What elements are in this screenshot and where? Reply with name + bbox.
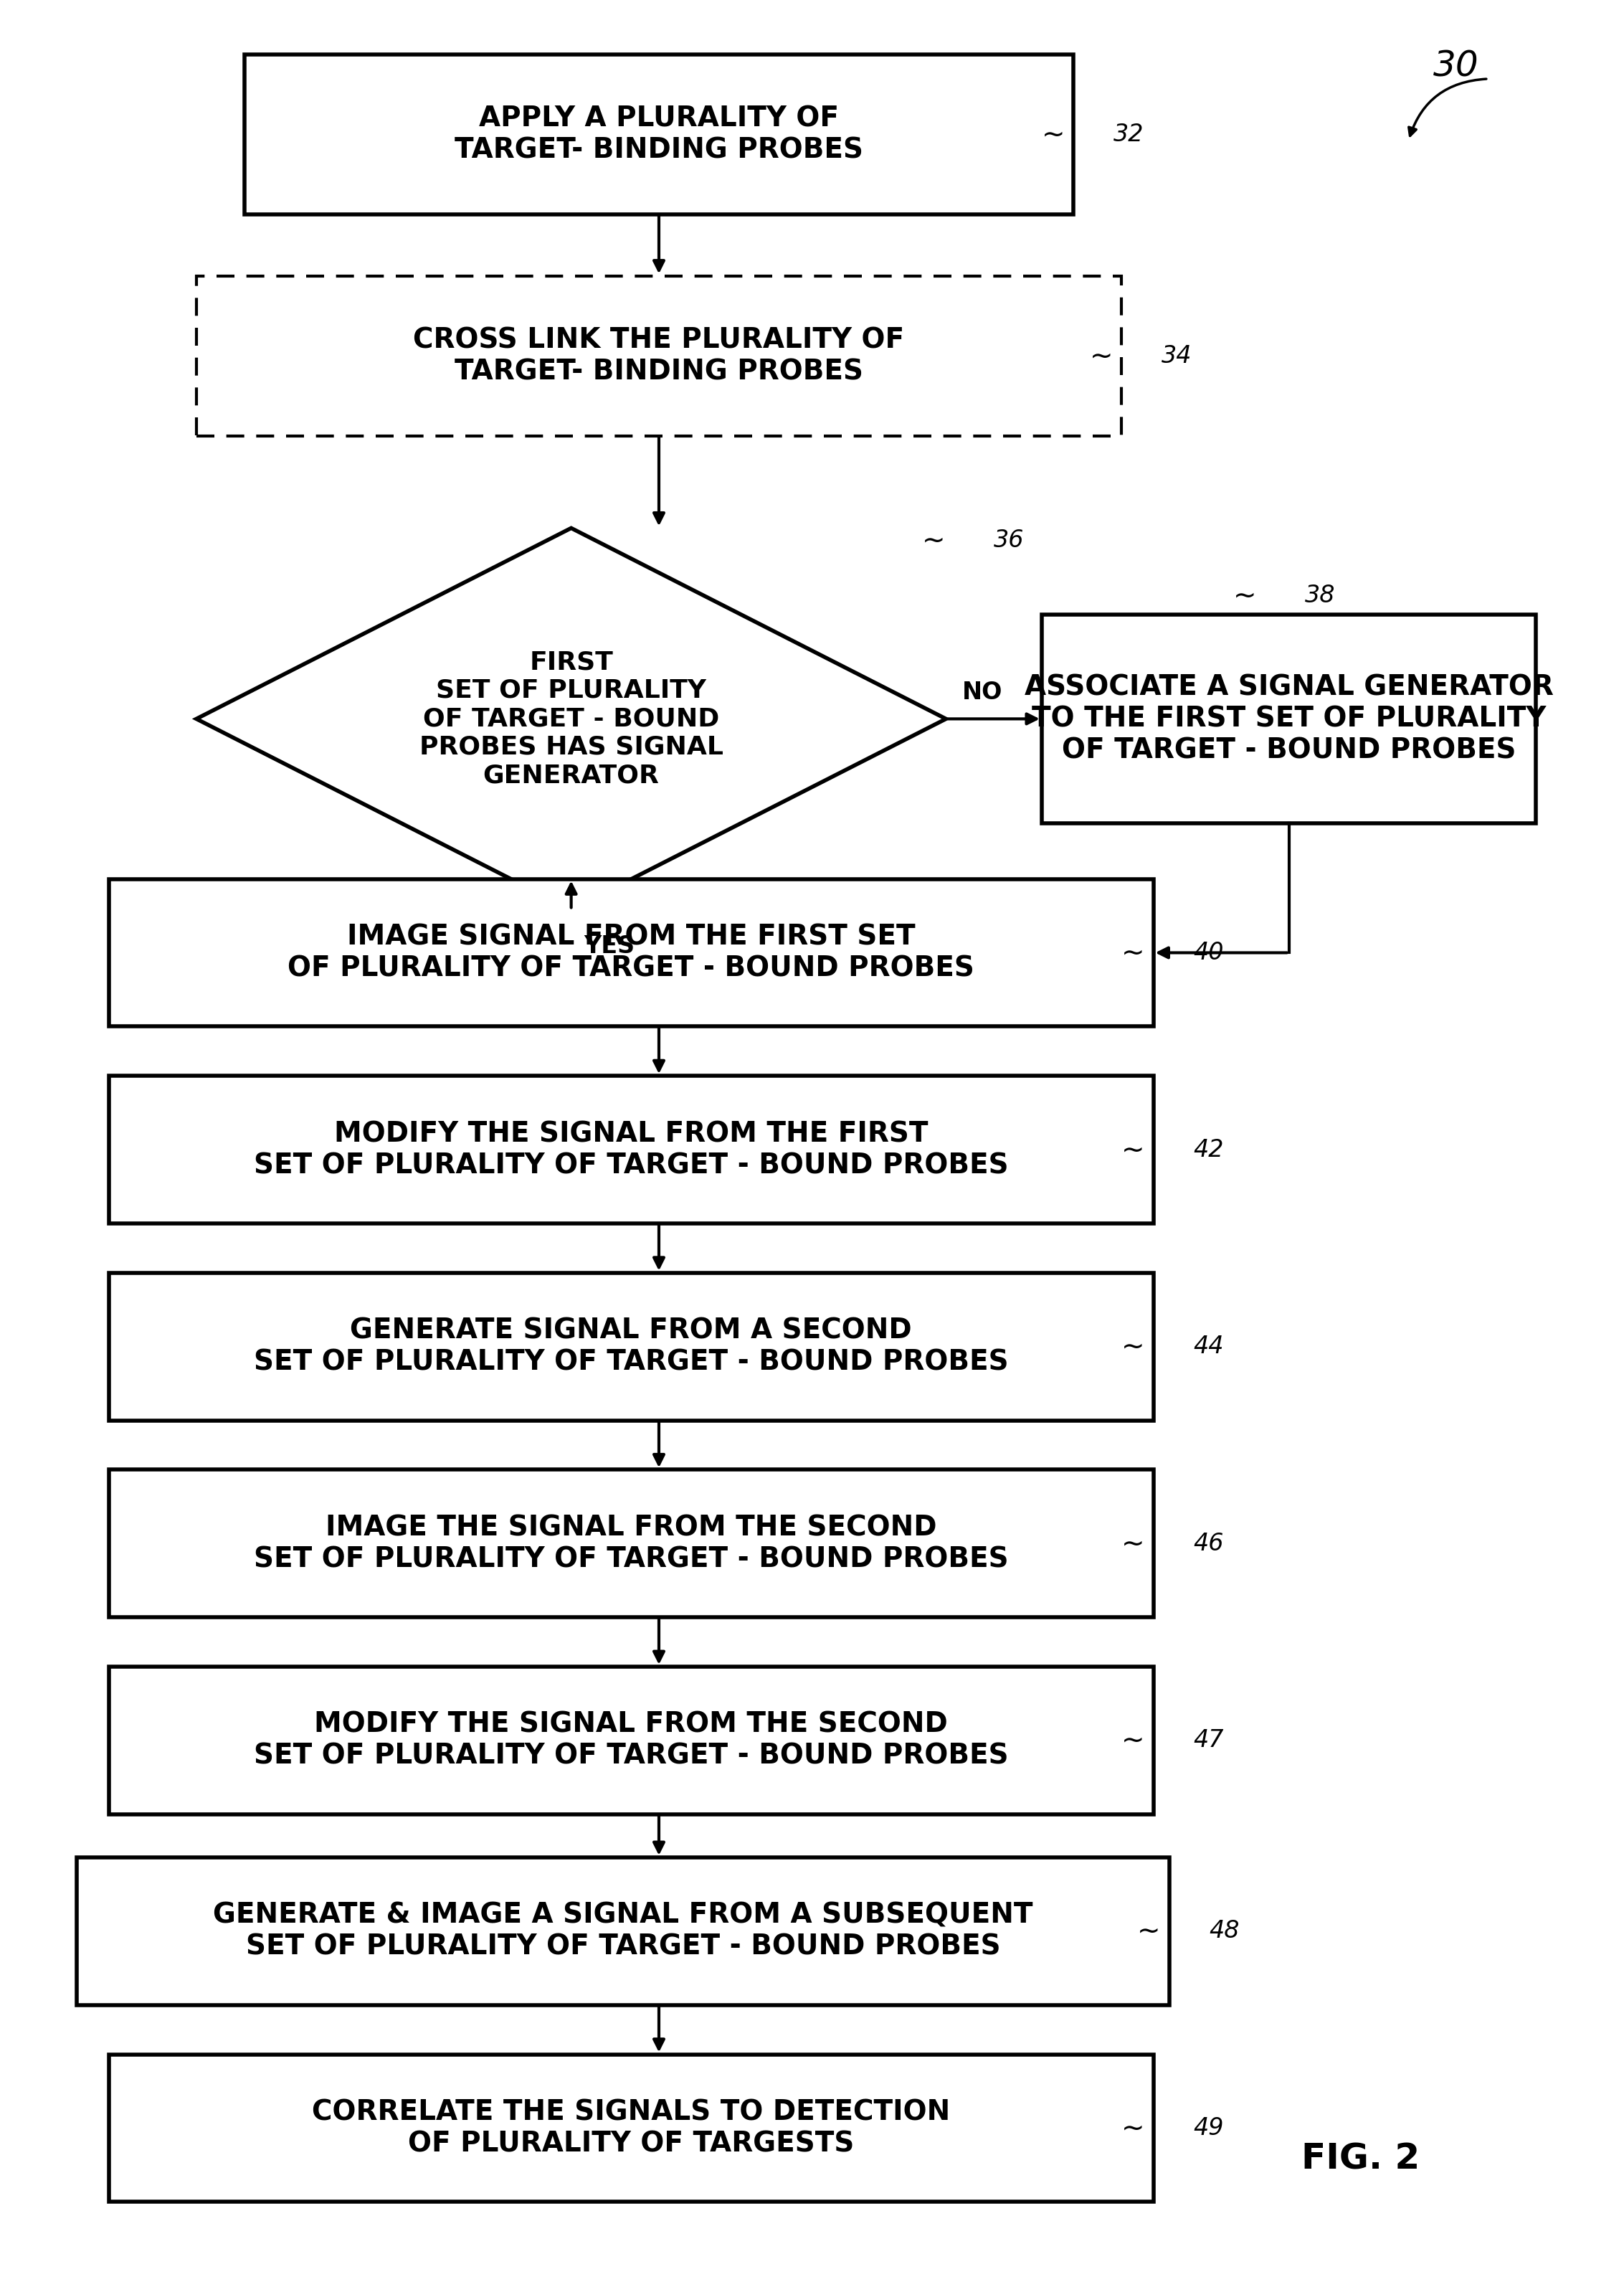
Text: CROSS LINK THE PLURALITY OF
TARGET- BINDING PROBES: CROSS LINK THE PLURALITY OF TARGET- BIND… <box>412 327 905 384</box>
Bar <box>109 878 1153 1027</box>
Text: IMAGE THE SIGNAL FROM THE SECOND
SET OF PLURALITY OF TARGET - BOUND PROBES: IMAGE THE SIGNAL FROM THE SECOND SET OF … <box>253 1514 1009 1573</box>
Text: MODIFY THE SIGNAL FROM THE FIRST
SET OF PLURALITY OF TARGET - BOUND PROBES: MODIFY THE SIGNAL FROM THE FIRST SET OF … <box>253 1121 1009 1180</box>
Text: CORRELATE THE SIGNALS TO DETECTION
OF PLURALITY OF TARGESTS: CORRELATE THE SIGNALS TO DETECTION OF PL… <box>312 2099 950 2157</box>
Bar <box>109 1075 1153 1224</box>
Text: 38: 38 <box>1304 583 1335 608</box>
Bar <box>109 2054 1153 2202</box>
Text: MODIFY THE SIGNAL FROM THE SECOND
SET OF PLURALITY OF TARGET - BOUND PROBES: MODIFY THE SIGNAL FROM THE SECOND SET OF… <box>253 1711 1009 1770</box>
Text: 46: 46 <box>1194 1532 1223 1555</box>
Text: ∼: ∼ <box>1041 121 1065 149</box>
Text: 30: 30 <box>1434 50 1479 85</box>
Bar <box>1041 615 1536 823</box>
Text: ∼: ∼ <box>1122 940 1145 967</box>
Text: 36: 36 <box>994 528 1025 551</box>
Bar <box>109 1471 1153 1617</box>
Text: 48: 48 <box>1210 1919 1239 1944</box>
Bar <box>197 277 1122 437</box>
Text: 44: 44 <box>1194 1336 1223 1358</box>
Text: ∼: ∼ <box>922 526 945 553</box>
Text: 32: 32 <box>1114 123 1143 146</box>
Text: 47: 47 <box>1194 1729 1223 1752</box>
Text: FIG. 2: FIG. 2 <box>1301 2141 1419 2177</box>
Bar <box>244 55 1073 215</box>
Text: ∼: ∼ <box>1122 1530 1145 1557</box>
Text: GENERATE SIGNAL FROM A SECOND
SET OF PLURALITY OF TARGET - BOUND PROBES: GENERATE SIGNAL FROM A SECOND SET OF PLU… <box>253 1317 1009 1377</box>
Text: FIRST
SET OF PLURALITY
OF TARGET - BOUND
PROBES HAS SIGNAL
GENERATOR: FIRST SET OF PLURALITY OF TARGET - BOUND… <box>419 650 723 787</box>
Text: 34: 34 <box>1161 343 1192 368</box>
Bar <box>109 1667 1153 1814</box>
Bar <box>109 1274 1153 1420</box>
Text: 40: 40 <box>1194 940 1223 965</box>
Polygon shape <box>197 528 947 910</box>
Text: ∼: ∼ <box>1122 1333 1145 1361</box>
Text: 49: 49 <box>1194 2115 1223 2141</box>
Text: ∼: ∼ <box>1122 2115 1145 2143</box>
Text: ∼: ∼ <box>1137 1917 1161 1944</box>
Text: APPLY A PLURALITY OF
TARGET- BINDING PROBES: APPLY A PLURALITY OF TARGET- BINDING PRO… <box>455 105 864 165</box>
Text: ASSOCIATE A SIGNAL GENERATOR
TO THE FIRST SET OF PLURALITY
OF TARGET - BOUND PRO: ASSOCIATE A SIGNAL GENERATOR TO THE FIRS… <box>1025 675 1554 764</box>
Text: NO: NO <box>961 682 1002 704</box>
Text: ∼: ∼ <box>1090 343 1112 370</box>
Text: ∼: ∼ <box>1233 583 1257 608</box>
Text: ∼: ∼ <box>1122 1137 1145 1164</box>
Text: ∼: ∼ <box>1122 1727 1145 1754</box>
Text: IMAGE SIGNAL FROM THE FIRST SET
OF PLURALITY OF TARGET - BOUND PROBES: IMAGE SIGNAL FROM THE FIRST SET OF PLURA… <box>287 924 974 981</box>
Text: 42: 42 <box>1194 1139 1223 1162</box>
Text: YES: YES <box>585 935 635 958</box>
Bar <box>76 1857 1169 2006</box>
Text: GENERATE & IMAGE A SIGNAL FROM A SUBSEQUENT
SET OF PLURALITY OF TARGET - BOUND P: GENERATE & IMAGE A SIGNAL FROM A SUBSEQU… <box>213 1903 1033 1960</box>
